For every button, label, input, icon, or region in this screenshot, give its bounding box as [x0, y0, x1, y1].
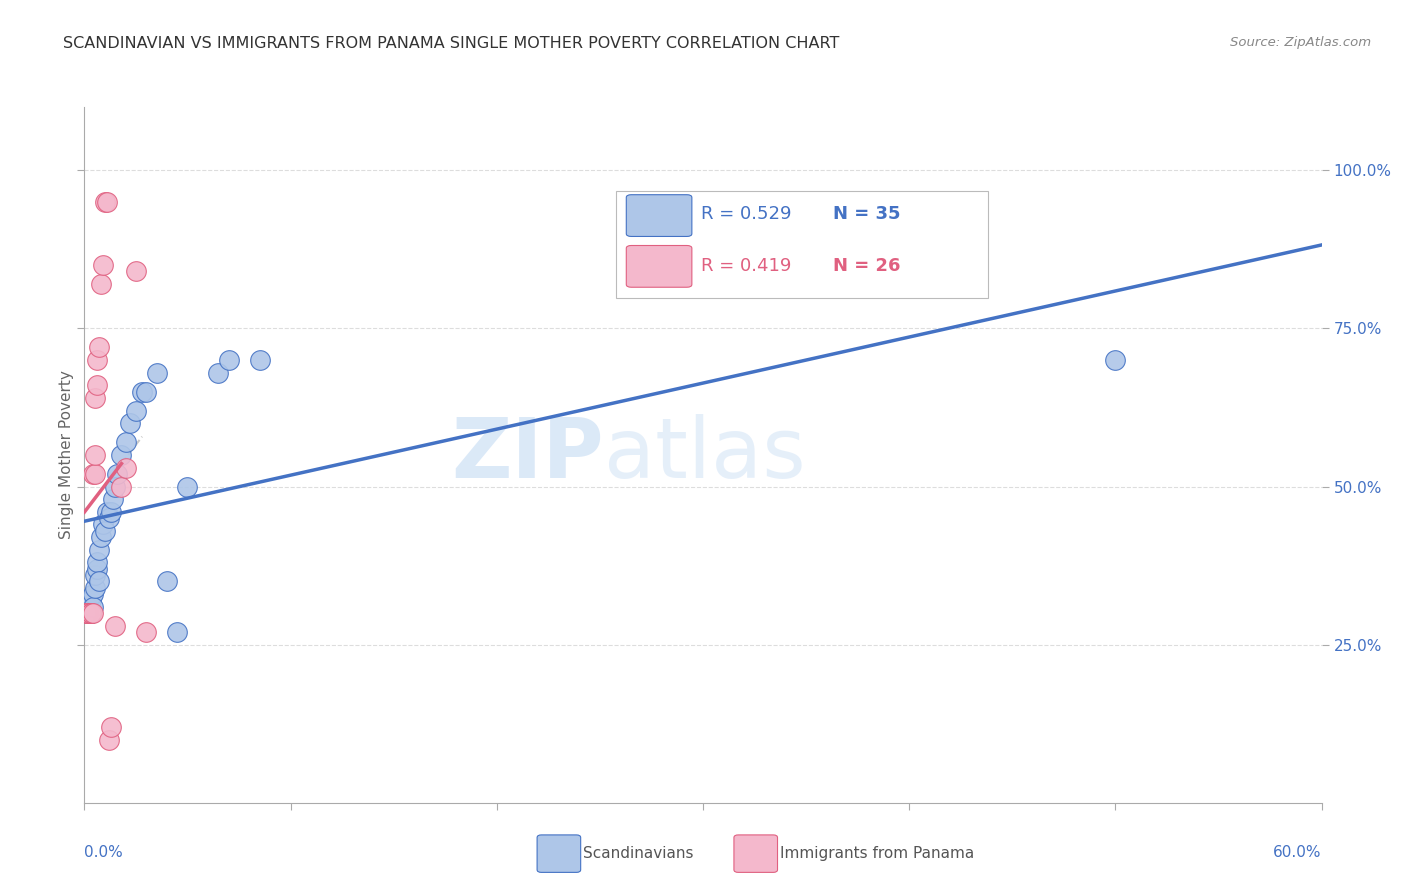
Point [135, 384, 157, 399]
Text: N = 26: N = 26 [832, 257, 900, 275]
FancyBboxPatch shape [616, 191, 987, 298]
Point [82, 587, 104, 601]
Point [131, 384, 153, 399]
Point [105, 467, 128, 481]
Point [77, 606, 100, 620]
Point [176, 479, 198, 493]
Point [83, 581, 105, 595]
Point [83, 467, 105, 481]
Point [98, 511, 121, 525]
Point [118, 417, 141, 431]
Point [94, 194, 117, 209]
Point [114, 435, 136, 450]
Point [100, 720, 122, 734]
Point [87, 574, 110, 589]
Point [1104, 353, 1126, 368]
Point [83, 391, 105, 405]
Point [86, 353, 108, 368]
Point [79, 593, 101, 607]
Point [207, 366, 229, 380]
Point [87, 542, 110, 557]
Point [82, 599, 104, 614]
FancyBboxPatch shape [626, 194, 692, 236]
Point [79, 606, 101, 620]
Point [86, 556, 108, 570]
Point [103, 492, 125, 507]
Point [87, 340, 110, 354]
Point [96, 194, 118, 209]
Point [75, 606, 97, 620]
Text: Scandinavians: Scandinavians [583, 847, 695, 861]
Point [110, 479, 132, 493]
Text: Source: ZipAtlas.com: Source: ZipAtlas.com [1230, 36, 1371, 49]
Point [75, 606, 97, 620]
Text: R = 0.529: R = 0.529 [700, 205, 792, 223]
Point [104, 479, 127, 493]
Point [218, 353, 240, 368]
Text: ZIP: ZIP [451, 415, 605, 495]
Point [86, 378, 108, 392]
Text: 0.0%: 0.0% [84, 845, 124, 860]
Point [249, 353, 271, 368]
Point [79, 606, 101, 620]
Point [96, 505, 118, 519]
Point [90, 277, 112, 292]
Text: 60.0%: 60.0% [1274, 845, 1322, 860]
Point [166, 625, 188, 640]
Point [110, 448, 132, 462]
Text: N = 35: N = 35 [832, 205, 900, 223]
Point [145, 366, 167, 380]
Point [91, 258, 114, 272]
Point [83, 568, 105, 582]
Point [83, 448, 105, 462]
Point [82, 606, 104, 620]
Point [104, 618, 127, 632]
Point [79, 606, 101, 620]
Point [135, 625, 157, 640]
Text: Immigrants from Panama: Immigrants from Panama [780, 847, 974, 861]
Point [91, 517, 114, 532]
Text: R = 0.419: R = 0.419 [700, 257, 792, 275]
Point [77, 599, 100, 614]
Point [90, 530, 112, 544]
Point [98, 732, 121, 747]
Y-axis label: Single Mother Poverty: Single Mother Poverty [59, 370, 73, 540]
Point [125, 264, 148, 278]
Point [100, 505, 122, 519]
Point [114, 460, 136, 475]
Point [125, 403, 148, 417]
Point [86, 562, 108, 576]
Point [82, 467, 104, 481]
Text: SCANDINAVIAN VS IMMIGRANTS FROM PANAMA SINGLE MOTHER POVERTY CORRELATION CHART: SCANDINAVIAN VS IMMIGRANTS FROM PANAMA S… [63, 36, 839, 51]
Point [79, 606, 101, 620]
Point [75, 606, 97, 620]
Point [94, 524, 117, 538]
FancyBboxPatch shape [626, 245, 692, 287]
Text: atlas: atlas [605, 415, 806, 495]
Point [77, 606, 100, 620]
Point [156, 574, 179, 589]
